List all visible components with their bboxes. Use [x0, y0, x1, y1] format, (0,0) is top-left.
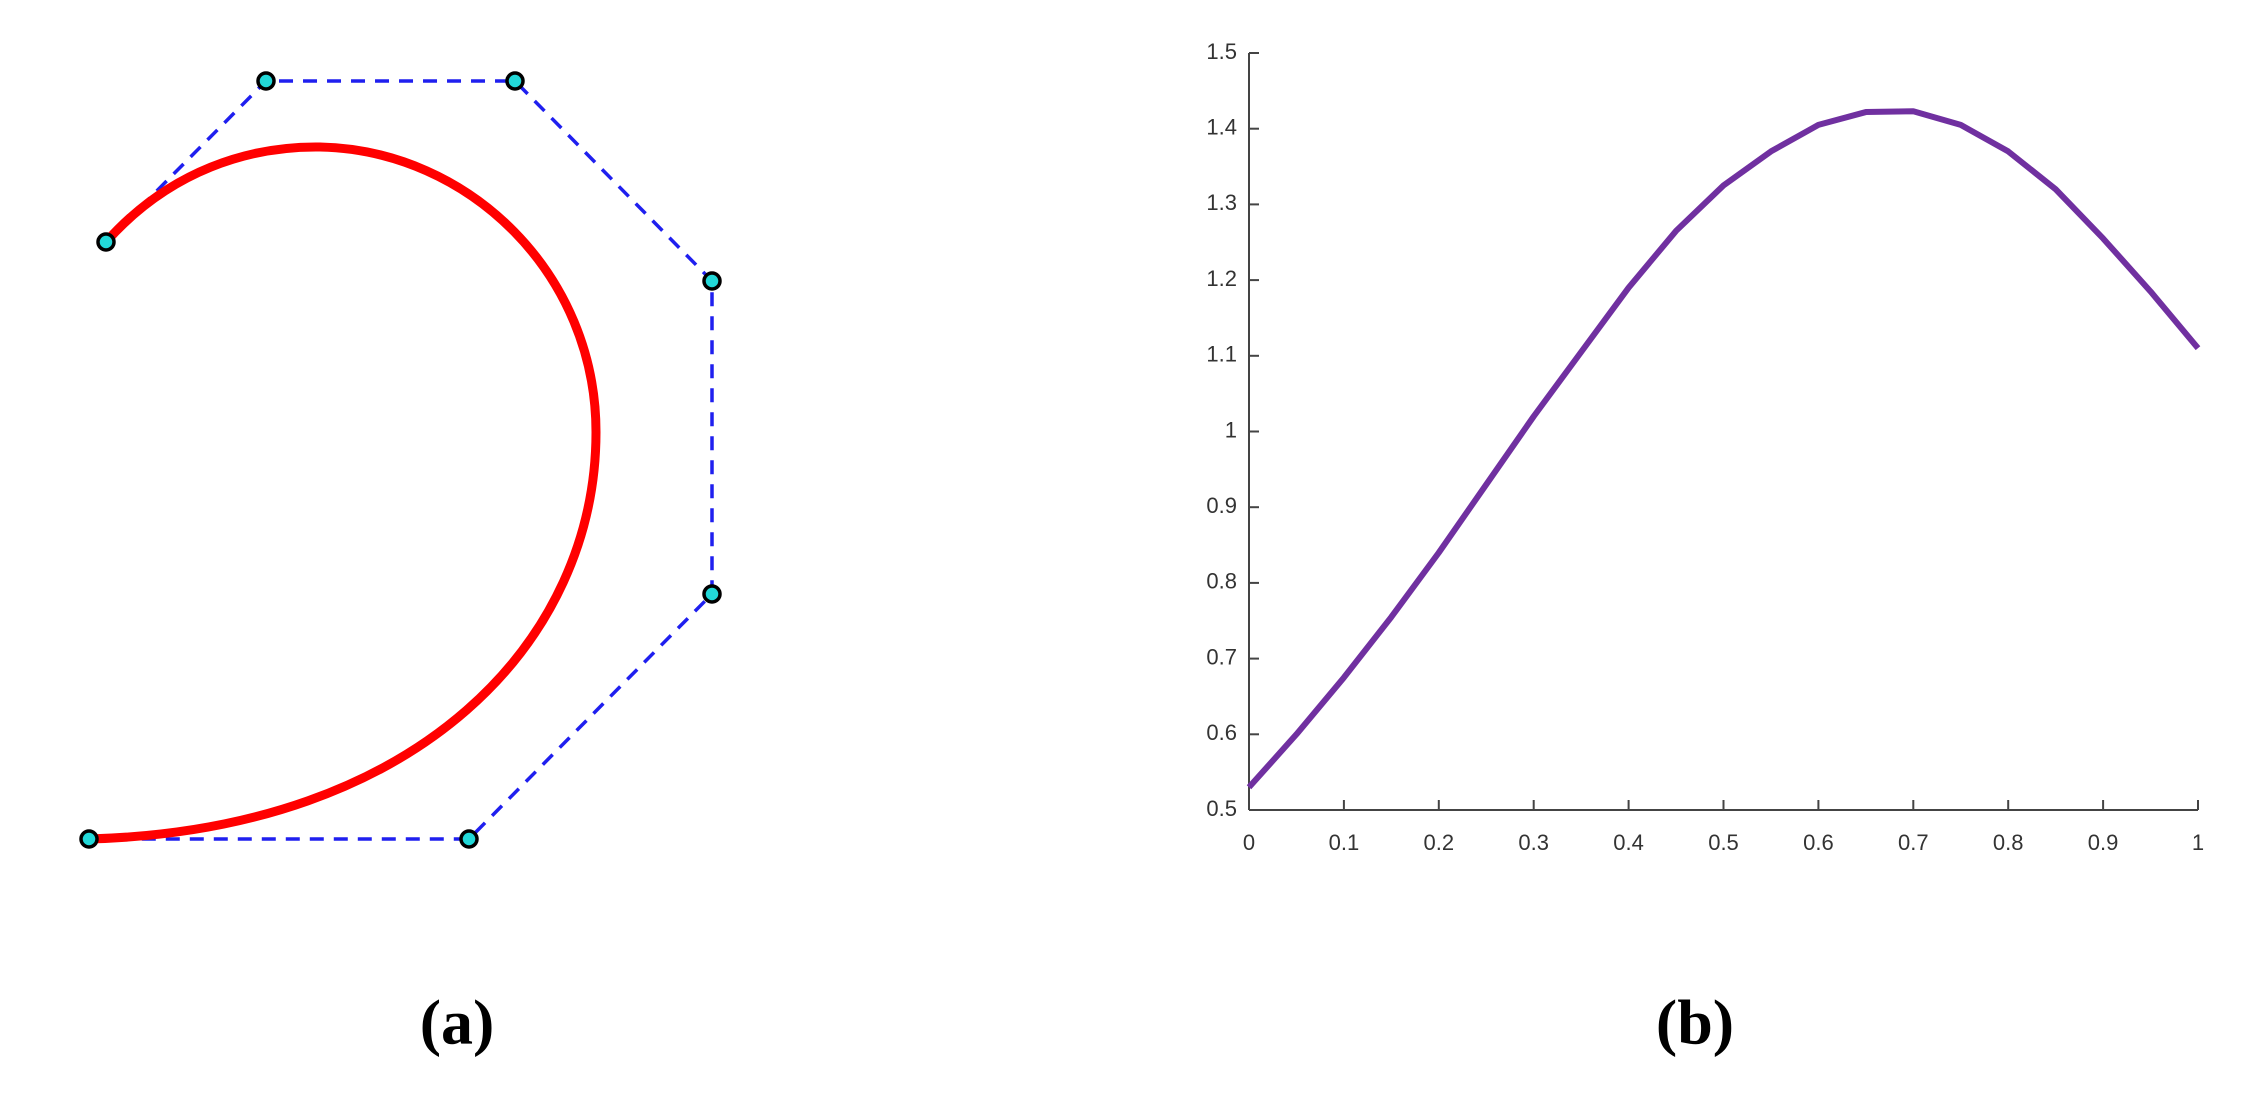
spline-curve	[88, 142, 601, 844]
x-tick-label: 0.1	[1329, 830, 1360, 855]
panel-label: (b)	[1656, 987, 1734, 1058]
y-tick-label: 0.6	[1206, 720, 1237, 745]
y-tick-label: 0.9	[1206, 493, 1237, 518]
x-tick-label: 0.3	[1518, 830, 1549, 855]
control-point	[79, 829, 99, 849]
plot-b: (b) 0.5 0.6 0.7 0.8 0.9 1 1.1 1.2 1.3 1.4 1.5 0 0.1 0…	[1206, 39, 2204, 1058]
control-point	[256, 71, 276, 91]
x-tick-label: 0.2	[1424, 830, 1455, 855]
x-tick-label: 1	[2192, 830, 2204, 855]
control-polygon	[89, 79, 714, 841]
control-point	[96, 232, 116, 252]
y-tick-label: 0.5	[1206, 796, 1237, 821]
control-point	[702, 271, 722, 291]
x-tick-label: 0.9	[2088, 830, 2119, 855]
x-tick-label: 0.8	[1993, 830, 2024, 855]
y-tick-label: 1.1	[1206, 342, 1237, 367]
y-tick-label: 1	[1225, 417, 1237, 442]
diagram-a: (a)	[79, 71, 722, 1058]
control-point	[702, 584, 722, 604]
x-tick-label: 0.4	[1613, 830, 1644, 855]
control-point	[505, 71, 525, 91]
panel-label: (a)	[420, 987, 495, 1058]
y-tick-label: 1.4	[1206, 115, 1237, 140]
y-tick-label: 1.5	[1206, 39, 1237, 64]
y-tick-label: 1.2	[1206, 266, 1237, 291]
y-tick-label: 0.8	[1206, 569, 1237, 594]
y-tick-label: 0.7	[1206, 644, 1237, 669]
x-tick-label: 0.5	[1708, 830, 1739, 855]
y-tick-label: 1.3	[1206, 190, 1237, 215]
control-points	[79, 71, 722, 849]
data-line	[1246, 108, 2201, 790]
x-tick-label: 0.6	[1803, 830, 1834, 855]
x-tick-label: 0.7	[1898, 830, 1929, 855]
x-tick-label: 0	[1243, 830, 1255, 855]
control-point	[459, 829, 479, 849]
